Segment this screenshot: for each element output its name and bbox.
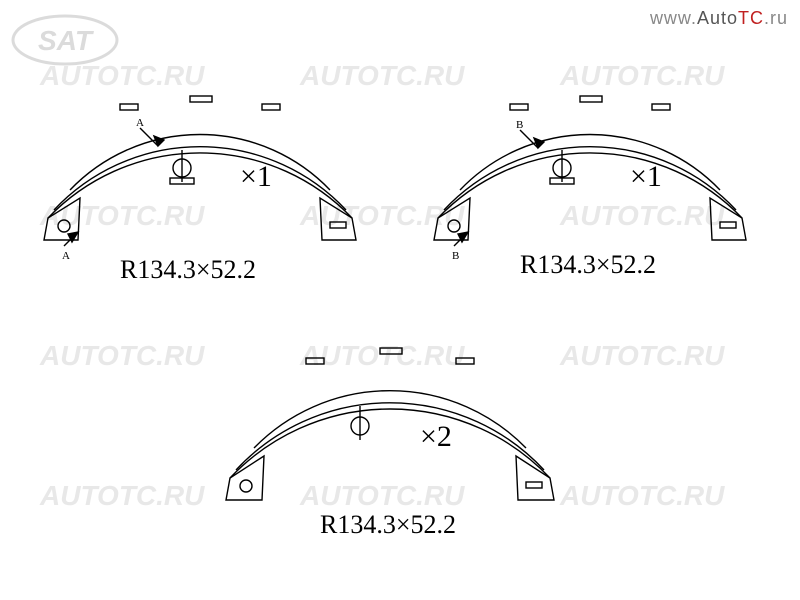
dimension-label-2: R134.3×52.2 [520, 250, 656, 280]
section-flag-b: B [452, 250, 459, 262]
quantity-label-3: ×2 [420, 420, 452, 454]
url-tc: TC [738, 8, 764, 28]
svg-text:B: B [516, 119, 523, 131]
url-ru: .ru [764, 8, 788, 28]
svg-text:A: A [136, 117, 144, 129]
brand-logo: SAT [10, 10, 120, 70]
url-www: www. [650, 8, 697, 28]
dimension-label-3: R134.3×52.2 [320, 510, 456, 540]
brake-shoe-diagram-2: B [420, 90, 760, 260]
bg-watermark: AUTOTC.RU [40, 340, 204, 372]
source-url: www.AutoTC.ru [650, 8, 788, 29]
dimension-label-1: R134.3×52.2 [120, 255, 256, 285]
bg-watermark: AUTOTC.RU [40, 480, 204, 512]
svg-text:SAT: SAT [38, 25, 95, 56]
url-auto: Auto [697, 8, 738, 28]
bg-watermark: AUTOTC.RU [560, 340, 724, 372]
quantity-label-2: ×1 [630, 160, 662, 194]
quantity-label-1: ×1 [240, 160, 272, 194]
brake-shoe-diagram-1: A [30, 90, 370, 260]
bg-watermark: AUTOTC.RU [560, 480, 724, 512]
brake-shoe-diagram-3 [210, 340, 570, 520]
section-flag-a: A [62, 250, 70, 262]
bg-watermark: AUTOTC.RU [560, 60, 724, 92]
bg-watermark: AUTOTC.RU [300, 60, 464, 92]
